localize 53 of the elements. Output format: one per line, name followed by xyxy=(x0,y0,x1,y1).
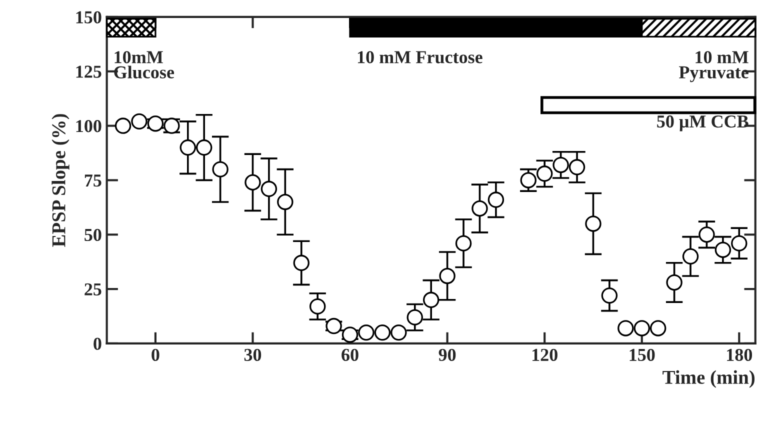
point xyxy=(131,113,148,130)
y-tick-label: 150 xyxy=(76,11,102,24)
point xyxy=(666,274,682,291)
point xyxy=(293,254,310,272)
point xyxy=(698,226,715,243)
y-tick-label: 25 xyxy=(84,283,102,296)
point xyxy=(601,287,618,304)
point xyxy=(650,320,666,336)
point xyxy=(260,180,278,198)
point xyxy=(536,166,553,182)
x-tick-label: 60 xyxy=(342,348,358,362)
point xyxy=(520,172,536,188)
x-tick-label: 0 xyxy=(152,348,160,362)
band-label: 10 mM Fructose xyxy=(358,51,482,64)
point xyxy=(455,235,472,252)
point xyxy=(114,118,132,134)
point xyxy=(731,235,748,252)
point xyxy=(682,248,699,264)
band-label: 10 mM Pyruvate xyxy=(679,51,748,82)
x-tick-label: 180 xyxy=(727,348,752,362)
point xyxy=(374,324,391,341)
x-axis-title: Time (min) xyxy=(662,370,755,388)
x-tick-label: 30 xyxy=(244,348,262,362)
point xyxy=(406,309,423,326)
y-tick-label: 50 xyxy=(84,228,102,242)
point xyxy=(390,324,407,341)
band-label: 10mM Glucose xyxy=(114,51,174,78)
band-label: 50 μM CCB xyxy=(657,115,748,132)
point xyxy=(585,216,602,232)
x-tick-label: 90 xyxy=(438,348,456,362)
x-tick-label: 120 xyxy=(532,348,558,362)
y-tick-label: 75 xyxy=(84,174,102,187)
y-tick-label: 100 xyxy=(76,120,102,132)
point xyxy=(488,192,504,208)
x-tick-label: 150 xyxy=(630,348,655,362)
y-tick-label: 125 xyxy=(76,66,102,78)
point xyxy=(244,174,261,190)
point xyxy=(634,320,650,336)
point xyxy=(196,139,212,156)
point xyxy=(552,156,569,174)
point xyxy=(277,194,294,210)
point xyxy=(212,161,228,178)
point xyxy=(472,200,488,217)
point xyxy=(309,298,326,315)
point xyxy=(180,139,196,156)
point xyxy=(358,324,374,341)
point xyxy=(439,268,456,284)
point xyxy=(422,292,440,308)
point xyxy=(714,242,732,258)
y-axis-title: EPSP Slope (%) xyxy=(52,114,70,247)
y-tick-label: 0 xyxy=(94,338,102,350)
point xyxy=(568,159,586,176)
point xyxy=(618,320,634,336)
